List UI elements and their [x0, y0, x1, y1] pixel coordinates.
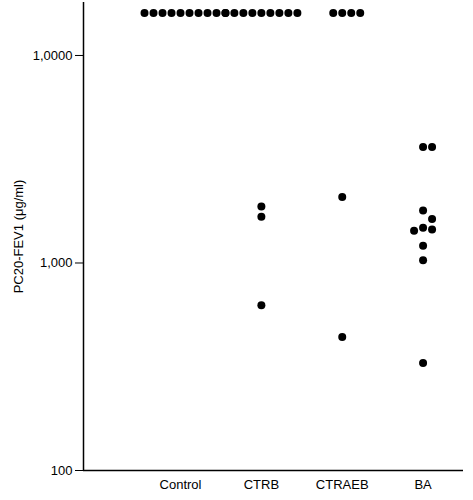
svg-text:1,0000: 1,0000: [33, 48, 73, 63]
svg-text:CTRAEB: CTRAEB: [316, 477, 369, 492]
svg-text:BA: BA: [414, 477, 432, 492]
svg-text:CTRB: CTRB: [244, 477, 279, 492]
svg-text:100: 100: [51, 463, 73, 478]
svg-text:Control: Control: [160, 477, 202, 492]
svg-text:PC20-FEV1 (μg/ml): PC20-FEV1 (μg/ml): [11, 180, 26, 294]
svg-text:1,000: 1,000: [40, 255, 73, 270]
